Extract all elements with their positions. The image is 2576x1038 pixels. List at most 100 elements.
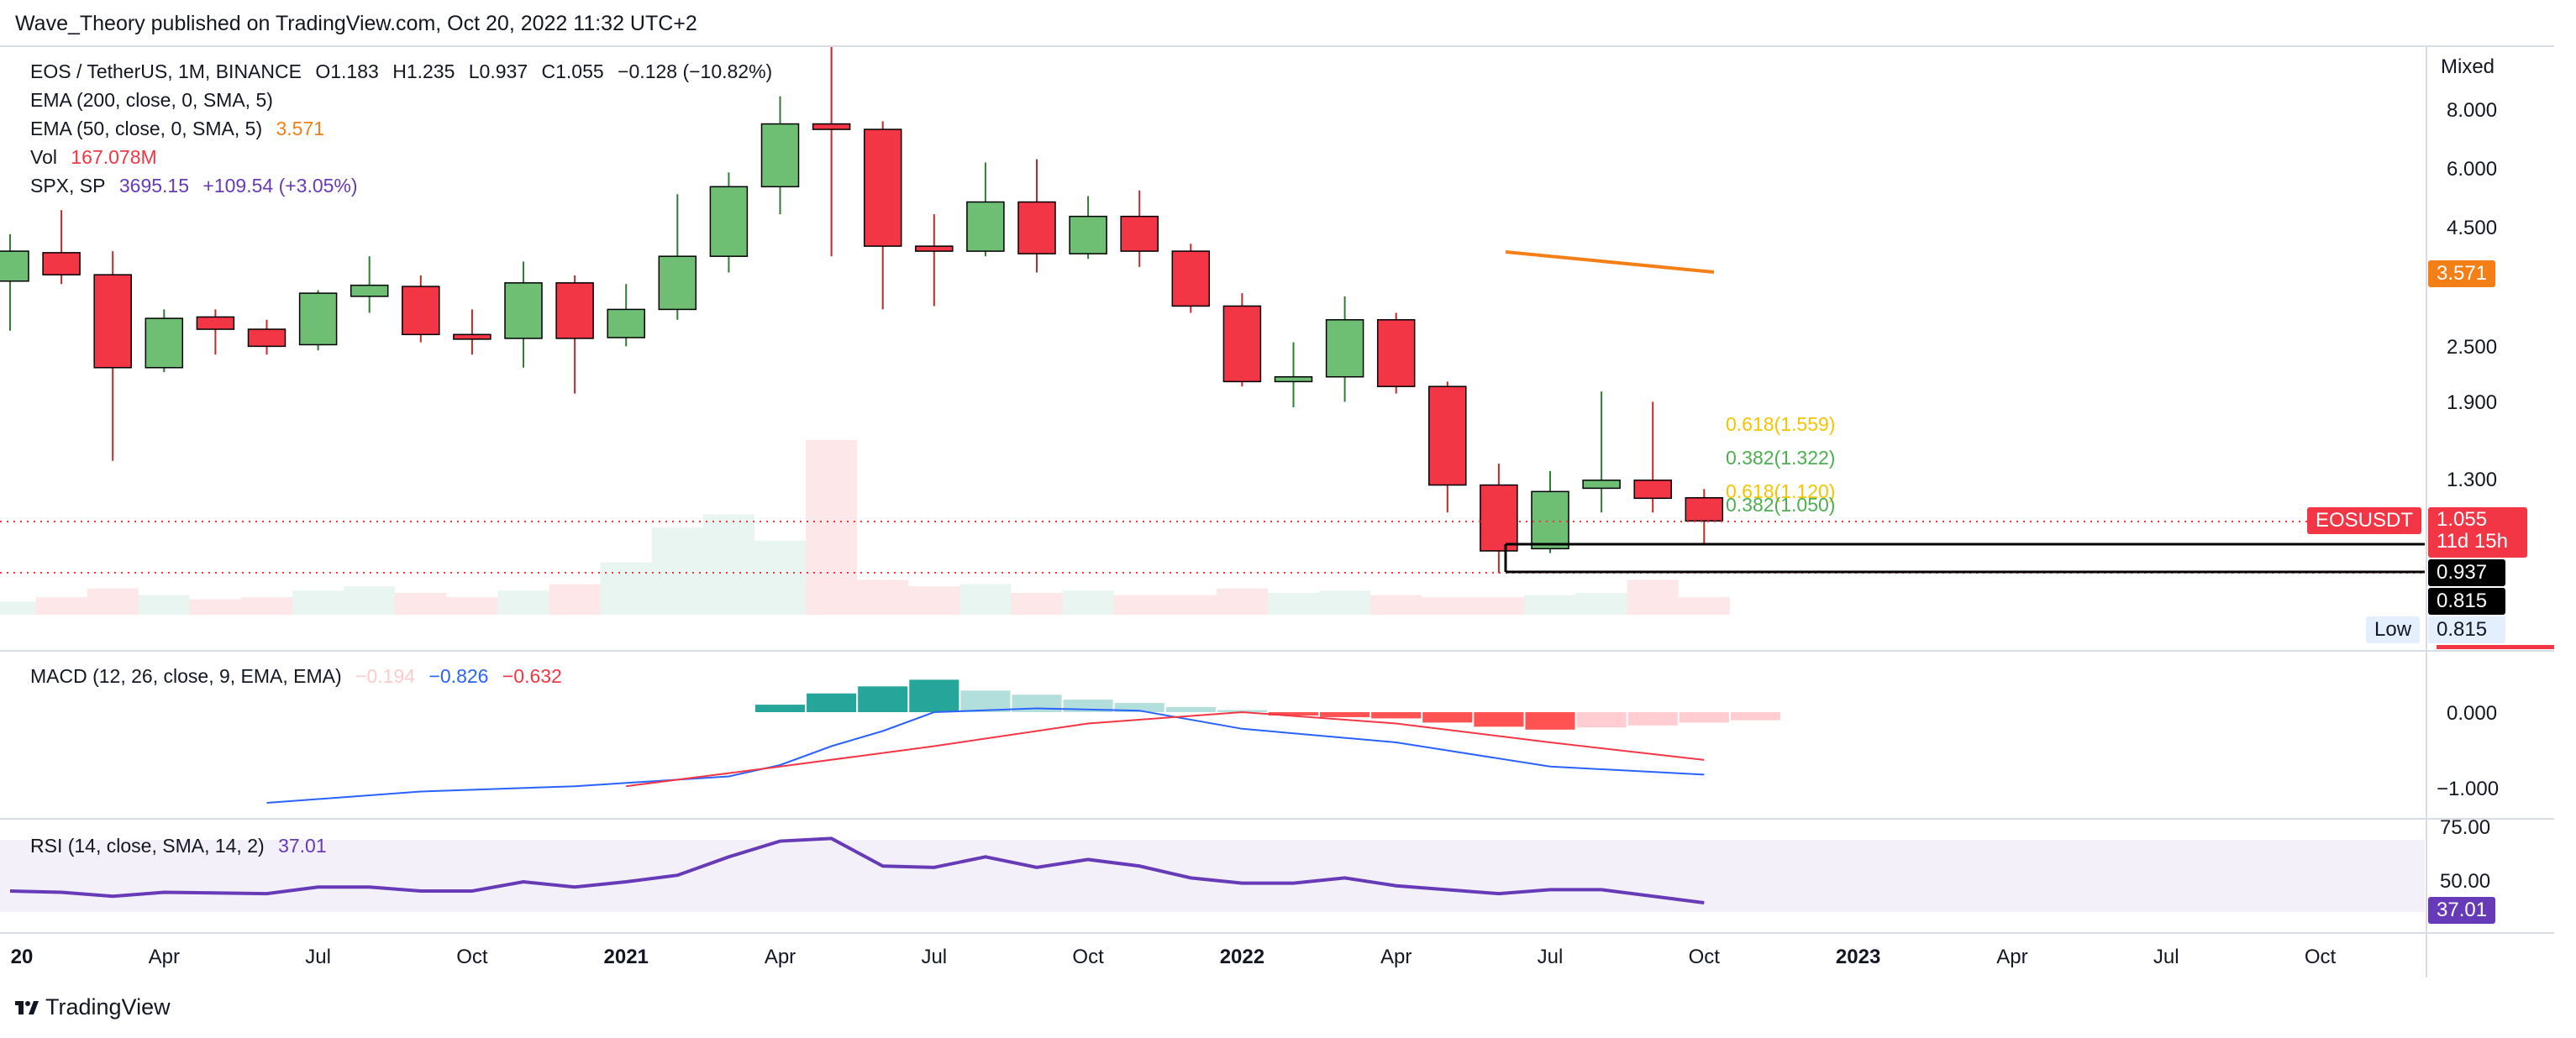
candle-body (966, 201, 1005, 252)
candle-body (709, 186, 749, 257)
price-tick: 1.900 (2447, 391, 2498, 414)
volume-bar (1473, 597, 1525, 615)
candle-body (1120, 215, 1159, 252)
candle (1017, 159, 1056, 273)
ema50-line (1505, 250, 1715, 274)
panel-separator-macd (0, 650, 2554, 652)
legend-ema50[interactable]: EMA (50, close, 0, SMA, 5) 3.571 (30, 118, 333, 140)
brand-name: TradingView (45, 994, 171, 1020)
macd-tick: 0.000 (2447, 702, 2498, 725)
time-axis-label: 2023 (1835, 946, 1881, 968)
candle (0, 233, 29, 331)
time-axis-label: Oct (1688, 946, 1720, 968)
volume-bar (549, 584, 601, 615)
macd-histogram (754, 679, 1780, 730)
candle (247, 319, 287, 355)
time-axis-label: 2022 (1219, 946, 1265, 968)
candle (93, 251, 132, 461)
volume-bar (1113, 595, 1165, 615)
legend-ema200[interactable]: EMA (200, close, 0, SMA, 5) (30, 89, 281, 112)
footer-brand[interactable]: TradingView (15, 994, 171, 1020)
legend-macd[interactable]: MACD (12, 26, close, 9, EMA, EMA) −0.194… (30, 665, 570, 688)
rsi-tick: 50.00 (2440, 870, 2491, 893)
legend-spx-change: +109.54 (+3.05%) (202, 175, 358, 197)
candle (42, 210, 81, 285)
volume-bar (959, 584, 1012, 615)
candle-body (1017, 201, 1056, 254)
candle (1171, 244, 1211, 313)
price-tick: 1.300 (2447, 469, 2498, 491)
volume-bar (292, 590, 344, 615)
candle-body (1274, 375, 1313, 383)
candle-body (1325, 319, 1364, 378)
volume-bar (1678, 597, 1730, 615)
candle (1582, 391, 1621, 513)
candle-body (863, 128, 902, 247)
publish-header: Wave_Theory published on TradingView.com… (15, 12, 697, 35)
macd-chart[interactable] (0, 652, 2425, 816)
legend-spx-label: SPX, SP (30, 175, 106, 197)
candle (1633, 401, 1672, 513)
level-tag-0815: 0.815 (2428, 588, 2505, 615)
macd-hist-bar (960, 690, 1011, 712)
price-chart[interactable] (0, 47, 2425, 648)
candle-body (1171, 250, 1211, 307)
legend-symbol[interactable]: EOS / TetherUS, 1M, BINANCE O1.183 H1.23… (30, 60, 781, 83)
volume-bar (395, 593, 447, 615)
candle (658, 194, 697, 320)
macd-hist-bar (1422, 712, 1473, 723)
time-axis-label: Apr (1996, 946, 2028, 968)
macd-hist-bar (1525, 712, 1575, 730)
candle-body (145, 317, 184, 369)
candle-body (1069, 215, 1107, 254)
legend-volume[interactable]: Vol 167.078M (30, 146, 166, 169)
volume-bar (1062, 590, 1114, 615)
macd-hist-bar (1012, 695, 1062, 712)
time-axis-label: Jul (1537, 946, 1564, 968)
time-axis-label: Oct (2304, 946, 2337, 968)
candle (298, 290, 338, 351)
candle-body (555, 282, 594, 339)
last-price-tag: 1.055 11d 15h (2428, 507, 2527, 558)
level-tag-0937: 0.937 (2428, 559, 2505, 586)
macd-hist-bar (1320, 712, 1370, 717)
macd-hist-bar (1165, 707, 1216, 712)
volume-bar (1627, 579, 1679, 615)
scale-mode-button[interactable]: Mixed (2441, 55, 2495, 78)
legend-rsi[interactable]: RSI (14, close, SMA, 14, 2) 37.01 (30, 835, 335, 857)
macd-tick: −1.000 (2437, 778, 2500, 800)
macd-hist-value: −0.194 (355, 665, 416, 687)
macd-hist-bar (1474, 712, 1524, 727)
candle (966, 162, 1005, 257)
candles (0, 47, 1724, 574)
rsi-chart[interactable] (0, 820, 2425, 932)
candle (1222, 293, 1262, 387)
time-axis-label: Apr (148, 946, 180, 968)
legend-close: C1.055 (541, 60, 604, 82)
candle (504, 261, 543, 368)
candle-body (42, 252, 81, 275)
macd-hist-bar (1627, 712, 1678, 726)
candle (915, 214, 954, 307)
time-axis-label: 2021 (603, 946, 649, 968)
legend-spx[interactable]: SPX, SP 3695.15 +109.54 (+3.05%) (30, 175, 366, 197)
bar-countdown: 11d 15h (2437, 530, 2508, 553)
candle-body (504, 282, 543, 339)
candle-body (350, 284, 389, 297)
candle-body (915, 245, 954, 252)
macd-hist-bar (1730, 712, 1780, 721)
symbol-tag: EOSUSDT (2307, 507, 2422, 534)
legend-change: −0.128 (−10.82%) (618, 60, 773, 82)
candle (1376, 312, 1416, 394)
macd-hist-bar (909, 679, 959, 712)
ema50-price-tag: 3.571 (2428, 260, 2496, 287)
time-axis-label: Oct (456, 946, 488, 968)
price-tick: 8.000 (2447, 99, 2498, 122)
time-axis-label: Jul (305, 946, 331, 968)
macd-hist-bar (1268, 712, 1319, 716)
macd-hist-bar (1114, 703, 1164, 712)
candle (709, 172, 749, 273)
volume-bar (35, 597, 87, 615)
volume-bar (497, 590, 549, 615)
panel-separator-xaxis (0, 932, 2554, 934)
